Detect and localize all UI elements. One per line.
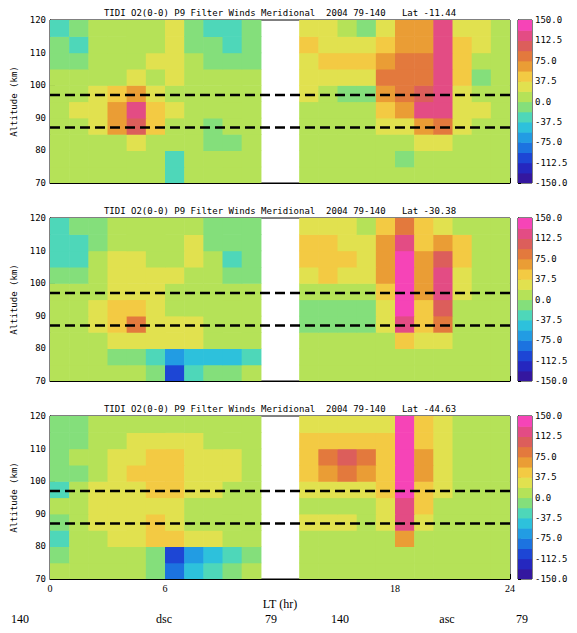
svg-text:120: 120 bbox=[30, 15, 46, 25]
svg-text:TIDI O2(0-0) P9 Filter Winds M: TIDI O2(0-0) P9 Filter Winds Meridional … bbox=[104, 404, 456, 414]
svg-text:90: 90 bbox=[35, 509, 46, 519]
svg-text:112.5: 112.5 bbox=[535, 233, 562, 243]
svg-text:Altitude (km): Altitude (km) bbox=[9, 462, 19, 532]
svg-text:-150.0: -150.0 bbox=[535, 178, 568, 188]
svg-text:120: 120 bbox=[30, 213, 46, 223]
svg-text:100: 100 bbox=[30, 278, 46, 288]
svg-text:80: 80 bbox=[35, 541, 46, 551]
svg-text:Altitude (km): Altitude (km) bbox=[9, 264, 19, 334]
svg-text:0.0: 0.0 bbox=[535, 493, 551, 503]
svg-text:112.5: 112.5 bbox=[535, 35, 562, 45]
svg-text:-37.5: -37.5 bbox=[535, 117, 562, 127]
svg-text:80: 80 bbox=[35, 343, 46, 353]
svg-text:150.0: 150.0 bbox=[535, 213, 562, 223]
svg-text:150.0: 150.0 bbox=[535, 15, 562, 25]
svg-text:24: 24 bbox=[505, 583, 515, 594]
svg-text:110: 110 bbox=[30, 246, 46, 256]
svg-text:37.5: 37.5 bbox=[535, 76, 557, 86]
svg-text:70: 70 bbox=[35, 574, 46, 584]
svg-text:0.0: 0.0 bbox=[535, 295, 551, 305]
svg-text:75.0: 75.0 bbox=[535, 56, 557, 66]
svg-text:80: 80 bbox=[35, 145, 46, 155]
svg-text:-150.0: -150.0 bbox=[535, 574, 568, 584]
svg-text:140: 140 bbox=[331, 612, 349, 626]
svg-text:-112.5: -112.5 bbox=[535, 158, 568, 168]
svg-text:dsc: dsc bbox=[156, 612, 172, 626]
svg-text:-75.0: -75.0 bbox=[535, 137, 562, 147]
svg-text:Altitude (km): Altitude (km) bbox=[9, 66, 19, 136]
svg-text:70: 70 bbox=[35, 178, 46, 188]
svg-text:100: 100 bbox=[30, 80, 46, 90]
svg-text:-150.0: -150.0 bbox=[535, 376, 568, 386]
svg-text:18: 18 bbox=[390, 583, 400, 594]
svg-text:112.5: 112.5 bbox=[535, 431, 562, 441]
svg-text:-37.5: -37.5 bbox=[535, 513, 562, 523]
svg-text:120: 120 bbox=[30, 411, 46, 421]
svg-text:90: 90 bbox=[35, 113, 46, 123]
svg-text:79: 79 bbox=[265, 612, 277, 626]
svg-text:100: 100 bbox=[30, 476, 46, 486]
svg-text:150.0: 150.0 bbox=[535, 411, 562, 421]
svg-text:110: 110 bbox=[30, 444, 46, 454]
svg-text:TIDI O2(0-0) P9 Filter Winds M: TIDI O2(0-0) P9 Filter Winds Meridional … bbox=[104, 8, 456, 18]
svg-text:110: 110 bbox=[30, 48, 46, 58]
svg-text:-75.0: -75.0 bbox=[535, 335, 562, 345]
svg-text:37.5: 37.5 bbox=[535, 472, 557, 482]
svg-text:75.0: 75.0 bbox=[535, 254, 557, 264]
svg-text:-112.5: -112.5 bbox=[535, 554, 568, 564]
svg-text:70: 70 bbox=[35, 376, 46, 386]
svg-text:140: 140 bbox=[11, 612, 29, 626]
svg-text:0: 0 bbox=[48, 583, 53, 594]
svg-text:asc: asc bbox=[439, 612, 454, 626]
svg-text:75.0: 75.0 bbox=[535, 452, 557, 462]
svg-text:79: 79 bbox=[516, 612, 528, 626]
svg-text:-75.0: -75.0 bbox=[535, 533, 562, 543]
svg-text:37.5: 37.5 bbox=[535, 274, 557, 284]
svg-text:LT (hr): LT (hr) bbox=[263, 597, 297, 611]
svg-text:TIDI O2(0-0) P9 Filter Winds M: TIDI O2(0-0) P9 Filter Winds Meridional … bbox=[104, 206, 456, 216]
svg-text:0.0: 0.0 bbox=[535, 97, 551, 107]
svg-text:-112.5: -112.5 bbox=[535, 356, 568, 366]
svg-text:-37.5: -37.5 bbox=[535, 315, 562, 325]
svg-text:90: 90 bbox=[35, 311, 46, 321]
svg-text:6: 6 bbox=[163, 583, 168, 594]
